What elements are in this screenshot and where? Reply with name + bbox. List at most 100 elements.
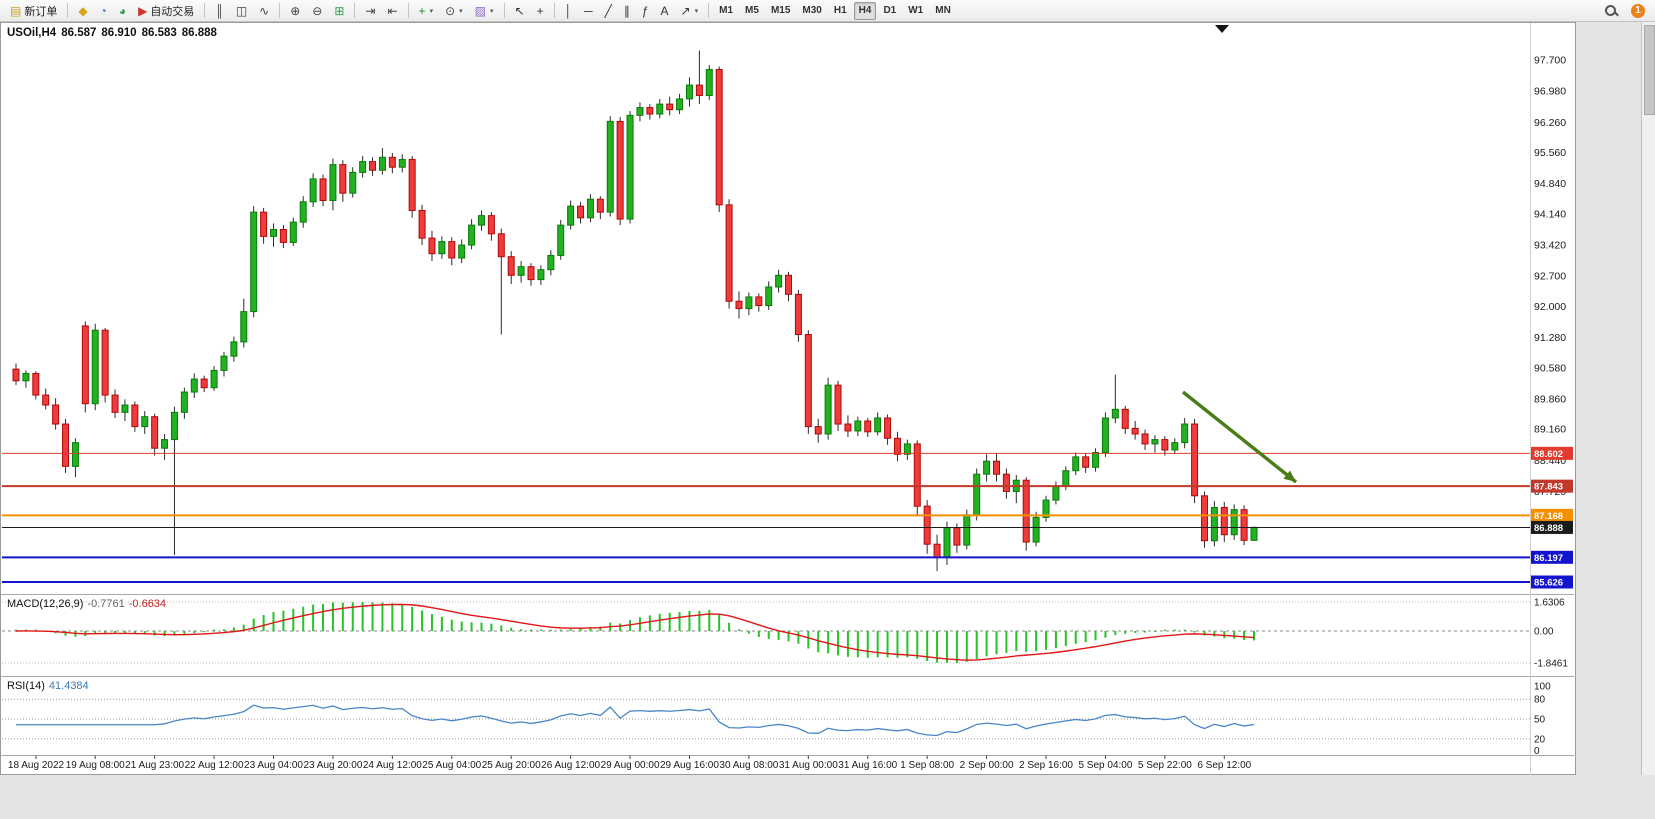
time-axis-label: 18 Aug 2022 (8, 760, 65, 771)
time-axis-label: 22 Aug 12:00 (185, 760, 244, 771)
candle-body (220, 355, 228, 371)
candle-body (1131, 427, 1139, 435)
candle-chart-button[interactable]: ◫ (231, 1, 252, 20)
macd-signal-value: -0.6634 (128, 598, 167, 610)
search-icon (1604, 4, 1618, 18)
trendline-button[interactable]: ╱ (600, 1, 617, 20)
arrows-button[interactable]: ↗ ▾ (676, 1, 704, 20)
line-chart-button[interactable]: ∿ (254, 1, 274, 20)
time-axis-label: 5 Sep 22:00 (1138, 760, 1192, 771)
open-value: 86.587 (61, 27, 97, 39)
market-watch-button[interactable]: ◆ (73, 1, 92, 20)
candle-body (52, 404, 60, 425)
candle-body (537, 269, 545, 281)
candle-body (151, 416, 159, 449)
price-axis-label: 95.560 (1534, 147, 1566, 159)
toolbar: ▤ 新订单 ◆ ◔ ◕ ▶ 自动交易 ║ ◫ ∿ ⊕ ⊖ ⊞ ⇥ ⇤ + ▾ ⊙ ▾ ▨ ▾ ↖ + │ ─ ╱ ∥ ƒ A ↗ ▾ M1 M5… (0, 0, 1655, 22)
trend-arrow-head[interactable] (1283, 470, 1296, 482)
tile-windows-icon: ⊞ (334, 3, 345, 18)
candle-body (913, 443, 921, 507)
auto-scroll-button[interactable]: ⇥ (360, 1, 380, 20)
workspace-background-bottom (0, 775, 1576, 819)
notification-badge[interactable]: 1 (1631, 3, 1645, 18)
bar-chart-button[interactable]: ║ (210, 1, 229, 20)
candle-body (359, 161, 367, 173)
price-axis-label: 89.860 (1534, 393, 1566, 405)
timeframe-h4-button[interactable]: H4 (853, 1, 877, 20)
bar-chart-icon: ║ (215, 3, 224, 18)
fibonacci-button[interactable]: ƒ (637, 1, 654, 20)
horizontal-line-icon: ─ (584, 3, 593, 18)
hline-price-tag[interactable] (1531, 446, 1573, 460)
price-axis-label: 90.580 (1534, 362, 1566, 374)
timeframe-m15-button[interactable]: M15 (766, 2, 795, 20)
candle-body (685, 84, 693, 100)
channel-button[interactable]: ∥ (619, 1, 635, 20)
new-order-button[interactable]: ▤ 新订单 (5, 1, 62, 20)
candle-body (309, 178, 317, 203)
price-tag-label: 87.168 (1534, 511, 1563, 522)
timeframe-m5-button[interactable]: M5 (740, 2, 764, 20)
zoom-in-icon: ⊕ (290, 3, 301, 18)
timeframe-mn-button[interactable]: MN (930, 2, 956, 20)
rsi-axis-label: 80 (1534, 695, 1546, 706)
hline-price-tag[interactable] (1531, 508, 1573, 522)
candle-body (567, 205, 575, 226)
search-button[interactable] (1599, 1, 1623, 20)
candle-body (260, 211, 268, 237)
hline-price-tag[interactable] (1531, 479, 1573, 493)
autotrading-label: 自动交易 (150, 5, 195, 18)
navigator-button[interactable]: ◔ (95, 1, 112, 20)
horizontal-line-button[interactable]: ─ (579, 1, 598, 20)
hline-price-tag[interactable] (1531, 575, 1573, 589)
timeframe-m1-button[interactable]: M1 (714, 2, 738, 20)
high-value: 86.910 (101, 27, 137, 39)
low-value: 86.583 (141, 27, 177, 39)
chart-shift-button[interactable]: ⇤ (382, 1, 402, 20)
autotrading-button[interactable]: ▶ 自动交易 (133, 1, 199, 20)
periods-button[interactable]: ⊙ ▾ (440, 1, 468, 20)
price-axis-label: 89.160 (1534, 424, 1566, 436)
candle-body (1250, 526, 1258, 541)
candle-body (458, 244, 466, 259)
terminal-button[interactable]: ◕ (114, 1, 131, 20)
timeframe-d1-button[interactable]: D1 (878, 2, 901, 20)
price-axis-label: 94.840 (1534, 178, 1566, 190)
candle-body (676, 98, 684, 111)
indicators-button[interactable]: + ▾ (414, 1, 439, 20)
candle-body (1181, 423, 1189, 444)
crosshair-button[interactable]: + (532, 1, 549, 20)
chart-window[interactable] (0, 22, 1576, 775)
trend-arrow-object[interactable] (1181, 390, 1298, 484)
tile-windows-button[interactable]: ⊞ (329, 1, 349, 20)
candle-body (804, 334, 812, 428)
text-button[interactable]: A (656, 1, 674, 20)
cursor-button[interactable]: ↖ (510, 1, 530, 20)
vertical-line-button[interactable]: │ (560, 1, 578, 20)
arrows-icon: ↗ (680, 3, 691, 18)
timeframe-m30-button[interactable]: M30 (797, 2, 826, 20)
market-watch-icon: ◆ (78, 3, 88, 18)
time-axis-label: 31 Aug 00:00 (779, 760, 838, 771)
arrows-caret-icon: ▾ (694, 7, 699, 15)
time-axis-label: 5 Sep 04:00 (1078, 760, 1132, 771)
time-axis-label: 29 Aug 16:00 (660, 760, 719, 771)
toolbar-separator (407, 3, 409, 18)
zoom-out-button[interactable]: ⊖ (307, 1, 327, 20)
current-price-tag[interactable] (1531, 520, 1573, 534)
candle-body (111, 394, 119, 413)
zoom-in-button[interactable]: ⊕ (285, 1, 305, 20)
price-axis-label: 96.980 (1534, 86, 1566, 98)
rsi-value: 41.4384 (48, 680, 89, 692)
candle-body (468, 224, 476, 246)
timeframe-h1-button[interactable]: H1 (829, 2, 852, 20)
timeframe-w1-button[interactable]: W1 (903, 2, 928, 20)
candle-body (517, 266, 525, 276)
templates-button[interactable]: ▨ ▾ (470, 1, 499, 20)
rsi-axis-label: 50 (1534, 715, 1546, 726)
time-axis-label: 2 Sep 00:00 (960, 760, 1014, 771)
candle-body (636, 107, 644, 116)
hline-price-tag[interactable] (1531, 550, 1573, 564)
candle-body (141, 416, 149, 428)
